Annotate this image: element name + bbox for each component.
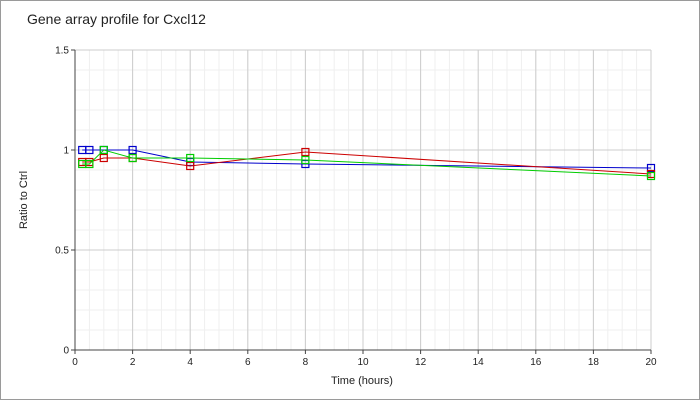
tick-labels: 0 2 4 6 8 10 12 14 16 18 20 0 0.5 1 1.5	[55, 46, 657, 369]
x-tick-label: 2	[130, 357, 136, 368]
y-tick-label: 1	[63, 146, 69, 157]
data-point	[99, 153, 108, 163]
chart-title: Gene array profile for Cxcl12	[27, 11, 206, 27]
series-3	[78, 145, 656, 181]
x-tick-label: 20	[645, 357, 657, 368]
data-point	[85, 159, 94, 169]
data-point	[186, 161, 195, 171]
axes	[71, 49, 652, 354]
x-axis-title: Time (hours)	[331, 375, 393, 387]
x-tick-label: 14	[473, 357, 485, 368]
x-tick-label: 6	[245, 357, 251, 368]
data-point	[186, 153, 195, 163]
x-tick-label: 0	[72, 357, 78, 368]
x-tick-label: 4	[187, 357, 193, 368]
data-point	[646, 171, 656, 181]
x-tick-label: 12	[415, 357, 427, 368]
series-line	[82, 149, 652, 169]
x-tick-label: 18	[588, 357, 600, 368]
x-tick-label: 10	[357, 357, 369, 368]
x-tick-label: 16	[530, 357, 542, 368]
y-tick-label: 0	[63, 346, 69, 357]
data-point	[85, 145, 94, 155]
data-point	[301, 147, 310, 157]
series-layer	[78, 145, 656, 181]
data-point	[128, 153, 137, 163]
y-tick-label: 0.5	[55, 246, 69, 257]
data-point	[646, 163, 656, 173]
x-tick-label: 8	[303, 357, 309, 368]
series-line	[82, 149, 652, 177]
y-axis-title: Ratio to Ctrl	[18, 171, 30, 229]
data-point	[128, 145, 137, 155]
data-point	[99, 145, 108, 155]
y-tick-label: 1.5	[55, 46, 69, 57]
data-point	[301, 155, 310, 165]
